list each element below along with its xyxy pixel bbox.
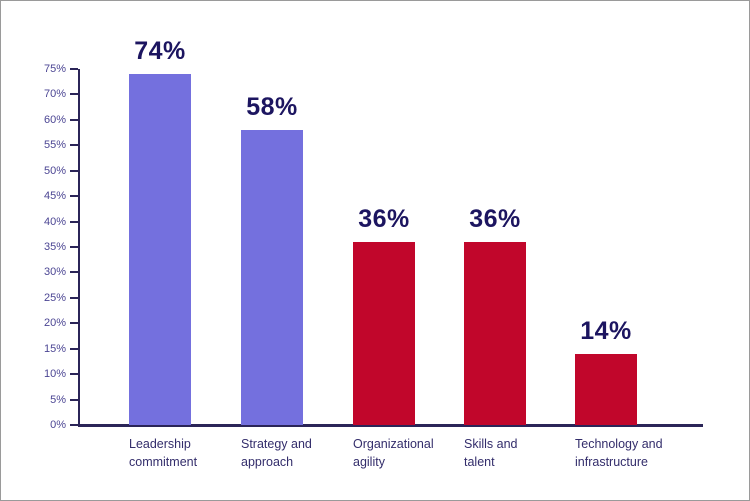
y-tick: [70, 144, 78, 147]
y-tick-label: 50%: [43, 164, 66, 177]
y-tick-label: 5%: [50, 393, 66, 406]
y-tick-label: 10%: [43, 368, 66, 381]
y-tick: [70, 398, 78, 401]
bar-value-label: 58%: [246, 93, 298, 122]
y-tick: [70, 373, 78, 376]
y-tick: [70, 169, 78, 172]
y-axis-line: [78, 69, 80, 425]
bar-value-label: 36%: [358, 204, 410, 233]
y-tick: [70, 118, 78, 121]
y-tick: [70, 246, 78, 248]
bar-category-label: Leadership commitment: [129, 437, 198, 469]
bar: [241, 130, 303, 425]
y-tick: [70, 93, 78, 96]
y-tick-label: 40%: [43, 215, 66, 228]
bar-value-label: 14%: [580, 316, 632, 345]
y-tick-label: 15%: [43, 342, 66, 355]
y-tick-label: 20%: [43, 317, 66, 330]
x-axis-line: [78, 424, 703, 427]
y-tick: [70, 322, 78, 325]
bar-value-label: 74%: [134, 37, 186, 66]
y-tick: [70, 271, 78, 274]
y-tick: [70, 68, 78, 70]
y-tick: [70, 220, 78, 223]
y-tick: [70, 347, 78, 350]
y-tick-label: 45%: [43, 190, 66, 203]
y-tick-label: 25%: [43, 291, 66, 304]
bar-category-label: Strategy and approach: [241, 437, 312, 469]
y-tick-label: 55%: [43, 139, 66, 152]
y-tick: [70, 424, 78, 426]
bar: [353, 241, 415, 425]
y-tick: [70, 195, 78, 198]
y-tick-label: 75%: [43, 63, 66, 75]
bar-category-label: Organizational agility: [353, 437, 434, 469]
bar: [575, 353, 637, 425]
bar-category-label: Technology and infrastructure: [575, 437, 663, 469]
y-tick-label: 35%: [43, 241, 66, 253]
y-tick-label: 70%: [43, 88, 66, 101]
bar-value-label: 36%: [469, 204, 521, 233]
bar: [464, 241, 526, 425]
bar-category-label: Skills and talent: [464, 437, 518, 469]
y-tick-label: 0%: [50, 419, 66, 431]
y-tick-label: 60%: [43, 113, 66, 126]
y-tick: [70, 296, 78, 299]
y-tick-label: 30%: [43, 266, 66, 279]
bar: [129, 74, 191, 425]
